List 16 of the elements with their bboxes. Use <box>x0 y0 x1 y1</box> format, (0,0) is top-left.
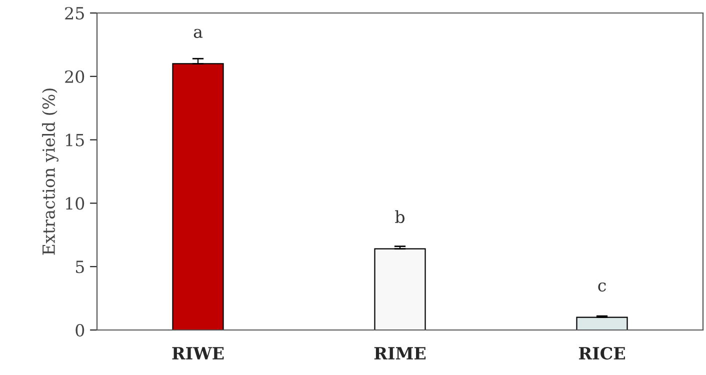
y-tick-label: 25 <box>65 6 84 20</box>
annotation: c <box>598 282 606 292</box>
y-tick-label: 0 <box>76 324 84 337</box>
bar <box>374 248 426 330</box>
annotation: a <box>194 28 202 38</box>
y-axis-title: Extraction yield (%) <box>42 88 58 255</box>
y-tick-label: 5 <box>76 260 84 274</box>
bar <box>576 316 628 330</box>
y-tick-label: 15 <box>66 134 84 146</box>
x-tick-label: RIWE <box>172 347 224 360</box>
bar <box>172 63 224 330</box>
x-tick-label: RICE <box>578 346 625 360</box>
annotation: b <box>395 210 404 224</box>
y-tick-label: 10 <box>66 197 84 210</box>
x-tick-label: RIME <box>374 347 426 360</box>
y-tick-label: 20 <box>65 70 84 83</box>
